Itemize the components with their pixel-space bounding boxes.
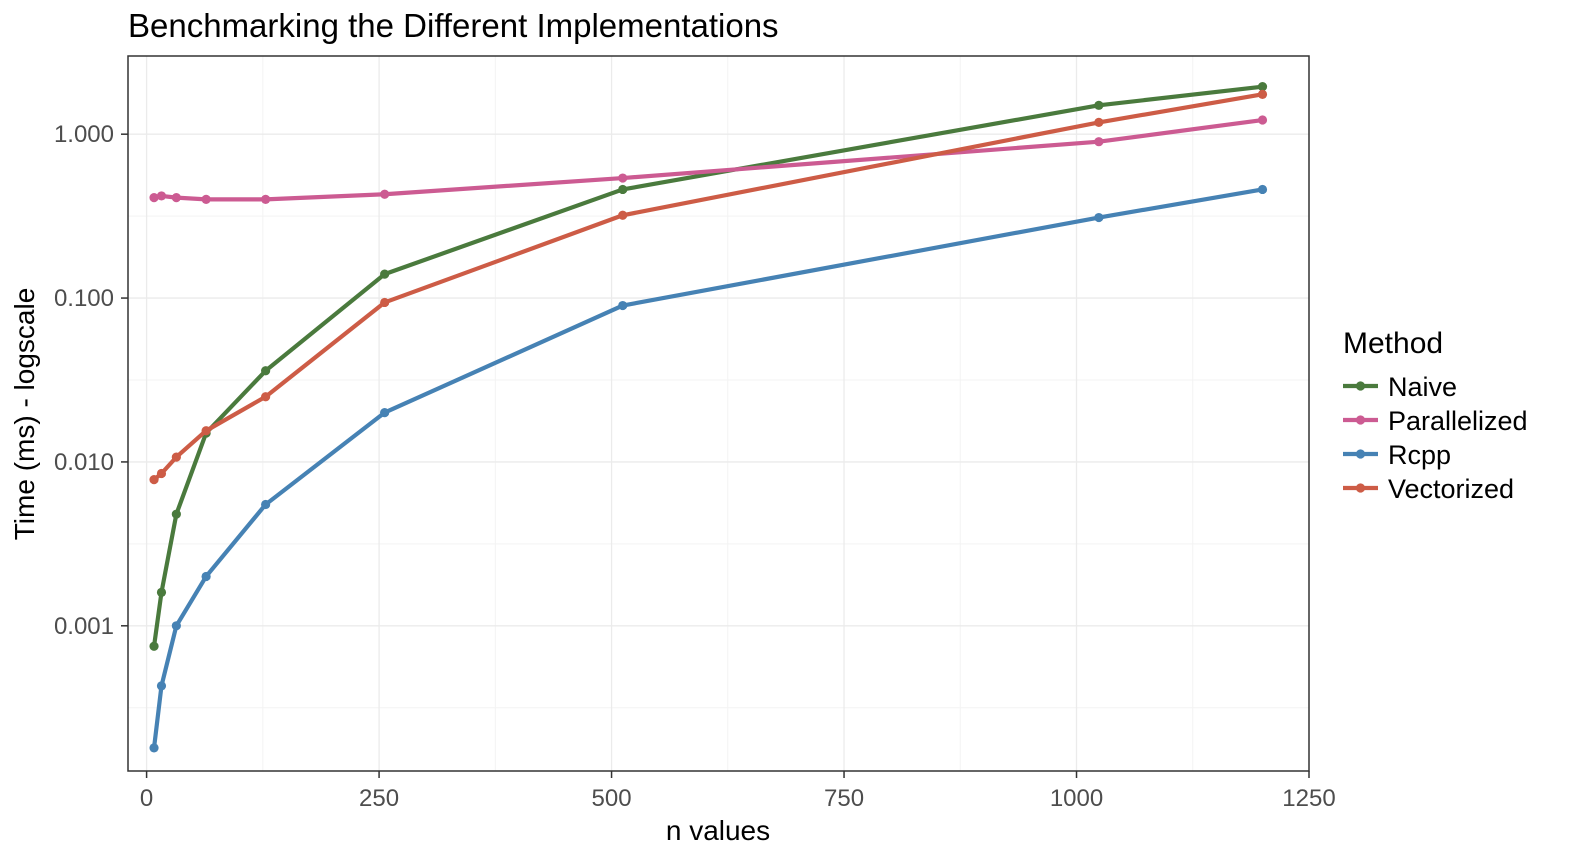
x-tick-label: 750 xyxy=(824,785,864,812)
series-parallelized xyxy=(149,115,1268,204)
data-point xyxy=(261,366,271,376)
legend-title: Method xyxy=(1343,327,1443,360)
y-tick-label: 0.010 xyxy=(54,449,114,476)
data-point xyxy=(618,184,628,195)
chart-title: Benchmarking the Different Implementatio… xyxy=(128,7,779,44)
data-point xyxy=(618,210,628,220)
data-point xyxy=(261,499,271,510)
data-point xyxy=(1094,117,1104,128)
legend-label: Naive xyxy=(1388,372,1457,402)
series-rcpp xyxy=(149,184,1268,753)
data-point xyxy=(1257,89,1268,99)
data-point xyxy=(380,269,390,279)
legend-key-point xyxy=(1355,381,1366,391)
data-point xyxy=(1257,184,1268,195)
data-point xyxy=(149,743,159,753)
legend-item-naive: Naive xyxy=(1343,372,1457,402)
data-point xyxy=(201,571,211,582)
data-point xyxy=(171,621,181,631)
series-vectorized xyxy=(149,89,1268,485)
legend-label: Vectorized xyxy=(1388,474,1514,504)
data-point xyxy=(1094,212,1104,223)
y-tick-label: 1.000 xyxy=(54,121,114,148)
data-point xyxy=(171,509,181,519)
data-point xyxy=(156,191,167,201)
series-line xyxy=(151,117,1265,202)
x-tick-label: 1250 xyxy=(1282,785,1335,812)
legend-key-point xyxy=(1355,483,1366,493)
data-point xyxy=(156,587,167,597)
data-point xyxy=(1257,115,1268,125)
data-point xyxy=(171,452,181,462)
x-axis: 0 250 500 750 1000 1250 xyxy=(140,771,1336,812)
data-point xyxy=(171,193,181,203)
data-point xyxy=(156,681,167,691)
data-point xyxy=(380,407,390,418)
data-point xyxy=(201,194,211,204)
data-point xyxy=(149,475,159,485)
x-tick-label: 250 xyxy=(359,785,399,812)
x-axis-title: n values xyxy=(666,815,770,846)
data-point xyxy=(618,300,628,311)
data-point xyxy=(1094,100,1104,110)
grid xyxy=(128,56,1309,771)
data-point xyxy=(261,392,271,402)
x-tick-label: 0 xyxy=(140,785,153,812)
data-point xyxy=(261,194,271,204)
legend-item-rcpp: Rcpp xyxy=(1343,440,1451,470)
series-layer xyxy=(149,82,1268,753)
legend-key-point xyxy=(1355,449,1366,459)
data-point xyxy=(380,297,390,308)
y-axis: 0.001 0.010 0.100 1.000 xyxy=(54,121,128,640)
legend: Method Naive Parallelized Rcpp Vectorized xyxy=(1343,327,1528,504)
data-point xyxy=(618,173,628,183)
legend-item-vectorized: Vectorized xyxy=(1343,474,1514,504)
data-point xyxy=(201,426,211,436)
series-line xyxy=(151,187,1265,750)
legend-label: Rcpp xyxy=(1388,440,1451,470)
legend-item-parallelized: Parallelized xyxy=(1343,406,1528,436)
x-tick-label: 1000 xyxy=(1050,785,1103,812)
y-tick-label: 0.100 xyxy=(54,285,114,312)
data-point xyxy=(149,193,159,203)
data-point xyxy=(156,468,167,479)
data-point xyxy=(380,189,390,199)
x-tick-label: 500 xyxy=(592,785,632,812)
y-tick-label: 0.001 xyxy=(54,613,114,640)
data-point xyxy=(1257,82,1268,92)
data-point xyxy=(149,641,159,651)
data-point xyxy=(1094,137,1104,147)
y-axis-title: Time (ms) - logscale xyxy=(9,288,40,541)
series-naive xyxy=(149,82,1268,651)
legend-label: Parallelized xyxy=(1388,406,1528,436)
legend-key-point xyxy=(1355,415,1366,425)
panel-border xyxy=(127,55,1310,772)
series-line xyxy=(151,92,1265,482)
